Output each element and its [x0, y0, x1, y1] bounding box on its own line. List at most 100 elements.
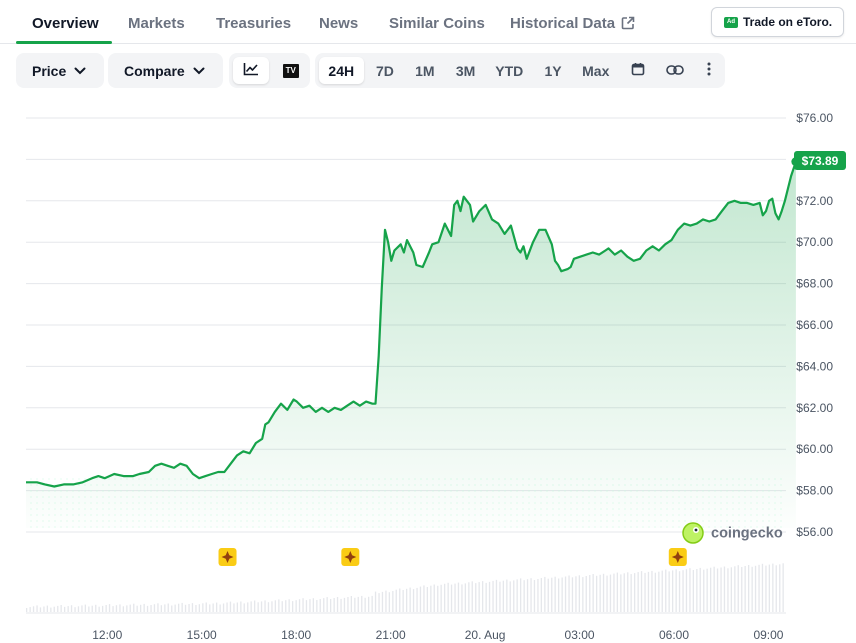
range-3m-button[interactable]: 3M: [455, 62, 476, 79]
x-axis-ticks: 12:00 15:00 18:00 21:00 20. Aug 03:00 06:00 09:…: [92, 628, 784, 642]
volume-bar: [571, 577, 574, 612]
tab-historical-data[interactable]: Historical Data: [510, 15, 635, 34]
volume-bar: [274, 600, 276, 612]
volume-bar: [164, 604, 166, 612]
volume-bar: [350, 596, 352, 612]
volume-bar: [160, 605, 162, 612]
volume-bar: [32, 606, 35, 612]
volume-bar: [516, 579, 518, 612]
volume-bar: [385, 590, 387, 612]
volume-bar: [271, 601, 273, 612]
range-24h-button[interactable]: 24H: [319, 57, 364, 84]
volume-bar: [551, 577, 553, 612]
range-max-button[interactable]: Max: [582, 62, 610, 79]
tab-treasuries[interactable]: Treasuries: [216, 15, 292, 32]
tradingview-icon: TV: [282, 63, 299, 78]
volume-bar: [426, 587, 428, 612]
volume-bar: [312, 598, 314, 612]
volume-bar: [613, 573, 615, 612]
volume-bar: [564, 576, 567, 612]
external-link-icon: [621, 16, 635, 34]
volume-bar: [395, 589, 397, 612]
tab-markets[interactable]: Markets: [128, 15, 185, 32]
price-dropdown[interactable]: Price: [16, 53, 104, 88]
volume-bar: [658, 571, 660, 612]
volume-bar: [744, 566, 746, 612]
volume-bar: [195, 605, 197, 612]
volume-bar: [468, 582, 470, 612]
volume-bar: [751, 566, 753, 612]
volume-bar: [67, 606, 69, 612]
volume-bar: [696, 569, 698, 612]
calendar-icon: [631, 62, 645, 79]
volume-bar: [454, 583, 456, 612]
y-axis-ticks: $76.00$74.00$72.00$70.00$68.00$66.00$64.…: [796, 111, 833, 539]
volume-bar: [713, 566, 715, 612]
volume-bar: [478, 582, 480, 612]
chevron-down-icon: [74, 62, 86, 78]
volume-bar: [433, 584, 435, 612]
volume-bar: [53, 606, 55, 612]
volume-bar: [378, 593, 380, 612]
price-dropdown-label: Price: [16, 62, 102, 79]
sparkle-icon: [671, 551, 684, 563]
tab-news[interactable]: News: [319, 15, 359, 32]
volume-bar: [136, 605, 138, 612]
volume-bar: [257, 602, 259, 612]
y-tick-label: $66.00: [796, 318, 833, 332]
price-chart[interactable]: $76.00$74.00$72.00$70.00$68.00$66.00$64.…: [0, 100, 856, 643]
date-range-button[interactable]: [620, 57, 655, 84]
compare-dropdown[interactable]: Compare: [108, 53, 223, 88]
volume-bar: [302, 598, 304, 612]
volume-bar: [115, 605, 118, 612]
link-icon: [666, 63, 685, 79]
range-7d-button[interactable]: 7D: [376, 62, 394, 79]
volume-bar: [554, 576, 556, 612]
trade-on-etoro-button[interactable]: Ad Trade on eToro.: [711, 7, 844, 37]
volume-bar: [288, 599, 290, 612]
current-price-label: $73.89: [802, 154, 839, 168]
volume-bar: [416, 587, 418, 612]
volume-bar: [634, 573, 636, 612]
volume-bar: [247, 602, 249, 612]
volume-bar: [323, 598, 325, 612]
volume-bar: [219, 604, 221, 612]
volume-bar: [692, 570, 694, 612]
volume-bar: [561, 577, 563, 612]
range-1y-button[interactable]: 1Y: [544, 62, 562, 79]
volume-bar: [285, 600, 287, 612]
x-tick-label: 18:00: [281, 628, 311, 642]
event-marker[interactable]: [341, 548, 360, 566]
volume-bar: [437, 585, 439, 612]
tradingview-button[interactable]: TV: [273, 57, 308, 84]
volume-bar: [143, 603, 145, 612]
volume-bar: [216, 602, 218, 612]
volume-bar: [267, 602, 270, 612]
y-tick-label: $72.00: [796, 194, 833, 208]
y-tick-label: $76.00: [796, 111, 833, 125]
range-1m-button[interactable]: 1M: [415, 62, 435, 79]
event-marker[interactable]: [668, 548, 687, 566]
volume-bar: [354, 597, 356, 612]
volume-bar: [703, 569, 705, 612]
range-ytd-button[interactable]: YTD: [495, 62, 524, 79]
volume-bar: [661, 570, 663, 612]
volume-bar: [540, 578, 542, 612]
event-marker[interactable]: [218, 548, 237, 566]
more-options-button[interactable]: [696, 57, 723, 84]
tab-overview[interactable]: Overview: [32, 15, 99, 32]
volume-bar: [630, 574, 632, 612]
volume-bar: [675, 569, 677, 612]
compare-dropdown-label: Compare: [108, 62, 221, 79]
share-link-button[interactable]: [659, 57, 692, 84]
volume-bar: [222, 603, 225, 612]
x-tick-label: 20. Aug: [465, 628, 506, 642]
sparkle-icon: [221, 551, 234, 563]
volume-bar: [654, 572, 656, 612]
volume-bar: [98, 606, 100, 612]
tab-similar-coins[interactable]: Similar Coins: [389, 15, 485, 32]
line-chart-button[interactable]: [233, 57, 270, 84]
tab-historical-data-label: Historical Data: [510, 15, 616, 32]
chevron-down-icon: [193, 62, 205, 78]
volume-bar: [582, 577, 584, 612]
